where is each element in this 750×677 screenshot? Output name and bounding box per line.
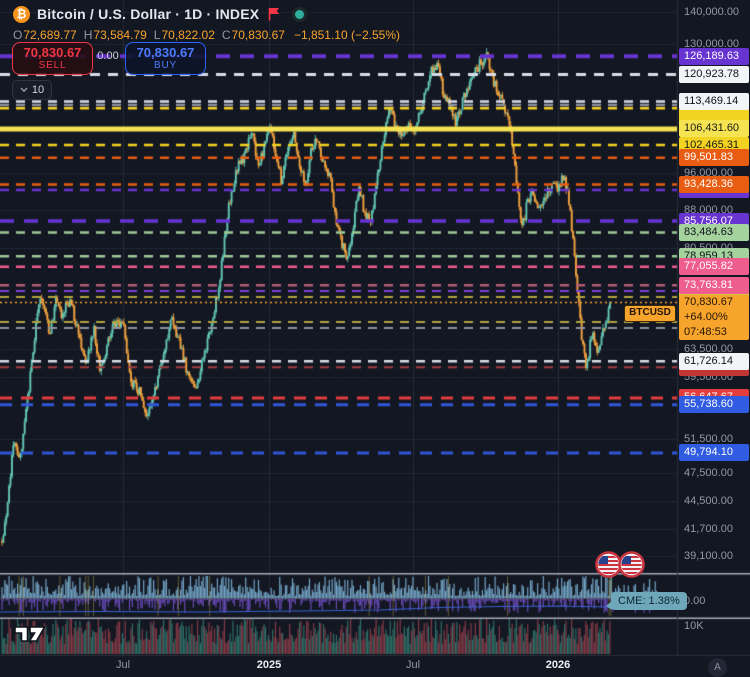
price-tick: 96,000.00 (684, 166, 733, 179)
close-label: C (221, 28, 231, 42)
chart-header: ₿ Bitcoin / U.S. Dollar · 1D · INDEX O72… (13, 4, 400, 42)
economic-event-flags[interactable] (595, 551, 645, 578)
price-tick: 39,100.00 (684, 550, 733, 562)
high-label: H (83, 28, 93, 42)
sell-label: SELL (38, 60, 67, 71)
price-level-label: 55,738.60 (679, 396, 749, 414)
symbol-title-row: ₿ Bitcoin / U.S. Dollar · 1D · INDEX (13, 4, 400, 24)
chevron-down-icon (20, 87, 28, 93)
buy-price: 70,830.67 (136, 45, 195, 60)
tooltip-tail (606, 601, 612, 610)
buy-button[interactable]: 70,830.67 BUY (125, 42, 206, 75)
bitcoin-icon: ₿ (13, 5, 30, 23)
cme-basis-value: CME: 1.38% (618, 595, 680, 607)
price-level-label: 113,469.14 (679, 93, 749, 111)
sell-button[interactable]: 70,830.67 SELL (12, 42, 93, 75)
close-value: 70,830.67 (231, 28, 285, 42)
ohlc-row: O72,689.77 H73,584.79 L70,822.02 C70,830.67… (13, 28, 400, 42)
price-level-label: 93,428.36 (679, 175, 749, 193)
price-level-label: 83,484.63 (679, 223, 749, 241)
time-axis[interactable]: Jul 2025 Jul 2026 (0, 656, 750, 677)
price-level-label: 73,763.81 (679, 276, 749, 294)
low-label: L (153, 28, 161, 42)
volume-axis-value: 10K (684, 620, 704, 632)
buy-label: BUY (154, 60, 177, 71)
symbol-price-tag: BTCUSD (624, 305, 676, 322)
price-level-label: 99,501.83 (679, 149, 749, 167)
open-label: O (13, 28, 23, 42)
tradingview-logo[interactable] (13, 620, 49, 646)
price-tick: 41,700.00 (684, 522, 733, 535)
price-level-label: 120,923.78 (679, 65, 749, 83)
cme-basis-label: CME: 1.38% (606, 592, 687, 610)
price-level-label: 61,726.14 (679, 352, 749, 370)
price-tick: 140,000.00 (684, 6, 740, 18)
flag-icon[interactable] (268, 7, 280, 21)
price-level-label: 77,055.82 (679, 258, 749, 276)
us-flag-icon[interactable] (618, 551, 645, 578)
market-status-icon (292, 6, 308, 22)
price-tick: 47,500.00 (684, 467, 733, 479)
time-axis-label: 2025 (256, 659, 282, 671)
high-value: 73,584.79 (93, 28, 147, 42)
current-price-countdown: 07:48:53 (684, 325, 727, 338)
current-price-value: 70,830.67 (684, 295, 733, 308)
spread-value: 0.00 (97, 50, 119, 62)
price-tick: 63,500.00 (684, 343, 733, 356)
price-tick: 44,500.00 (684, 494, 733, 507)
cme-axis-value: 0.00 (684, 595, 706, 607)
time-axis-label: Jul (115, 659, 131, 671)
change-value: −1,851.10 (−2.55%) (293, 28, 401, 42)
price-level-label: 126,189.63 (679, 47, 749, 65)
price-level-label: 49,794.10 (679, 444, 749, 462)
current-price-change: +64.00% (684, 310, 728, 323)
us-flag-icon[interactable] (595, 551, 622, 578)
open-value: 72,689.77 (23, 28, 77, 42)
price-scale[interactable]: 140,000.00130,000.0096,000.0088,000.0080… (678, 0, 750, 656)
price-tick: 130,000.00 (684, 37, 740, 50)
time-axis-label: 2026 (545, 659, 571, 671)
leverage-dropdown[interactable]: 10 (12, 80, 52, 100)
current-price-label: 70,830.67 +64.00% 07:48:53 (679, 294, 749, 340)
price-tick: 51,500.00 (684, 432, 733, 445)
symbol-title[interactable]: Bitcoin / U.S. Dollar · 1D · INDEX (37, 6, 260, 22)
auto-scale-button[interactable]: A (708, 658, 727, 677)
leverage-value: 10 (31, 84, 45, 96)
sell-price: 70,830.67 (23, 45, 82, 60)
low-value: 70,822.02 (161, 28, 215, 42)
time-axis-label: Jul (405, 659, 421, 671)
price-level-label: 106,431.60 (679, 120, 749, 138)
